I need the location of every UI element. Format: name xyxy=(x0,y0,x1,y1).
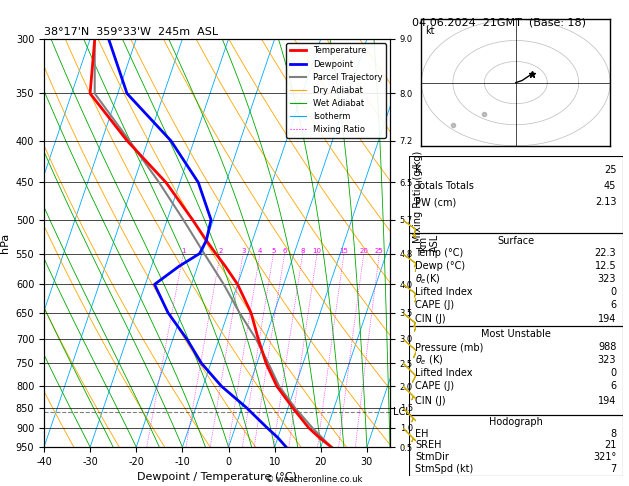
Text: Surface: Surface xyxy=(497,236,535,245)
Text: 25: 25 xyxy=(604,165,616,175)
Text: Most Unstable: Most Unstable xyxy=(481,329,551,339)
Y-axis label: hPa: hPa xyxy=(0,233,10,253)
Text: 10: 10 xyxy=(313,247,321,254)
Text: StmSpd (kt): StmSpd (kt) xyxy=(415,464,474,473)
Text: 12.5: 12.5 xyxy=(594,261,616,271)
Text: $\theta_e$(K): $\theta_e$(K) xyxy=(415,272,441,286)
Text: 6: 6 xyxy=(610,382,616,391)
Text: 4: 4 xyxy=(258,247,262,254)
Text: 2.13: 2.13 xyxy=(595,197,616,207)
Text: 323: 323 xyxy=(598,355,616,365)
Text: PW (cm): PW (cm) xyxy=(415,197,457,207)
Text: 20: 20 xyxy=(359,247,368,254)
Text: Pressure (mb): Pressure (mb) xyxy=(415,342,484,352)
Text: 6: 6 xyxy=(610,300,616,310)
Text: K: K xyxy=(415,165,421,175)
Text: 0: 0 xyxy=(610,368,616,378)
Text: CIN (J): CIN (J) xyxy=(415,314,446,324)
Text: 8: 8 xyxy=(610,429,616,439)
Text: Mixing Ratio (g/kg): Mixing Ratio (g/kg) xyxy=(413,151,423,243)
Text: $\theta_e$ (K): $\theta_e$ (K) xyxy=(415,353,444,367)
Text: EH: EH xyxy=(415,429,429,439)
Text: CAPE (J): CAPE (J) xyxy=(415,382,454,391)
Text: 04.06.2024  21GMT  (Base: 18): 04.06.2024 21GMT (Base: 18) xyxy=(412,17,586,27)
Text: Dewp (°C): Dewp (°C) xyxy=(415,261,465,271)
Text: 25: 25 xyxy=(375,247,384,254)
Text: 7: 7 xyxy=(610,464,616,473)
Text: 45: 45 xyxy=(604,181,616,191)
Text: Lifted Index: Lifted Index xyxy=(415,368,473,378)
Text: 8: 8 xyxy=(301,247,305,254)
Text: 194: 194 xyxy=(598,396,616,406)
Text: Hodograph: Hodograph xyxy=(489,417,543,427)
Text: 22.3: 22.3 xyxy=(594,248,616,259)
Legend: Temperature, Dewpoint, Parcel Trajectory, Dry Adiabat, Wet Adiabat, Isotherm, Mi: Temperature, Dewpoint, Parcel Trajectory… xyxy=(286,43,386,138)
Text: Lifted Index: Lifted Index xyxy=(415,287,473,297)
Text: LCL: LCL xyxy=(394,407,411,417)
Text: 0: 0 xyxy=(610,287,616,297)
Text: Temp (°C): Temp (°C) xyxy=(415,248,464,259)
Y-axis label: km
ASL: km ASL xyxy=(418,234,440,252)
Text: 5: 5 xyxy=(271,247,276,254)
Text: © weatheronline.co.uk: © weatheronline.co.uk xyxy=(266,474,363,484)
Text: Totals Totals: Totals Totals xyxy=(415,181,474,191)
Text: 194: 194 xyxy=(598,314,616,324)
Text: 38°17'N  359°33'W  245m  ASL: 38°17'N 359°33'W 245m ASL xyxy=(44,27,218,37)
Text: CAPE (J): CAPE (J) xyxy=(415,300,454,310)
Text: 2: 2 xyxy=(218,247,223,254)
Text: 15: 15 xyxy=(340,247,348,254)
Text: 988: 988 xyxy=(598,342,616,352)
Text: 1: 1 xyxy=(181,247,186,254)
Text: StmDir: StmDir xyxy=(415,452,449,462)
Text: 6: 6 xyxy=(282,247,287,254)
Text: 3: 3 xyxy=(241,247,245,254)
Text: SREH: SREH xyxy=(415,440,442,451)
Text: CIN (J): CIN (J) xyxy=(415,396,446,406)
X-axis label: Dewpoint / Temperature (°C): Dewpoint / Temperature (°C) xyxy=(137,472,297,483)
Text: 323: 323 xyxy=(598,274,616,284)
Text: 321°: 321° xyxy=(593,452,616,462)
Text: 21: 21 xyxy=(604,440,616,451)
Text: kt: kt xyxy=(425,26,435,36)
